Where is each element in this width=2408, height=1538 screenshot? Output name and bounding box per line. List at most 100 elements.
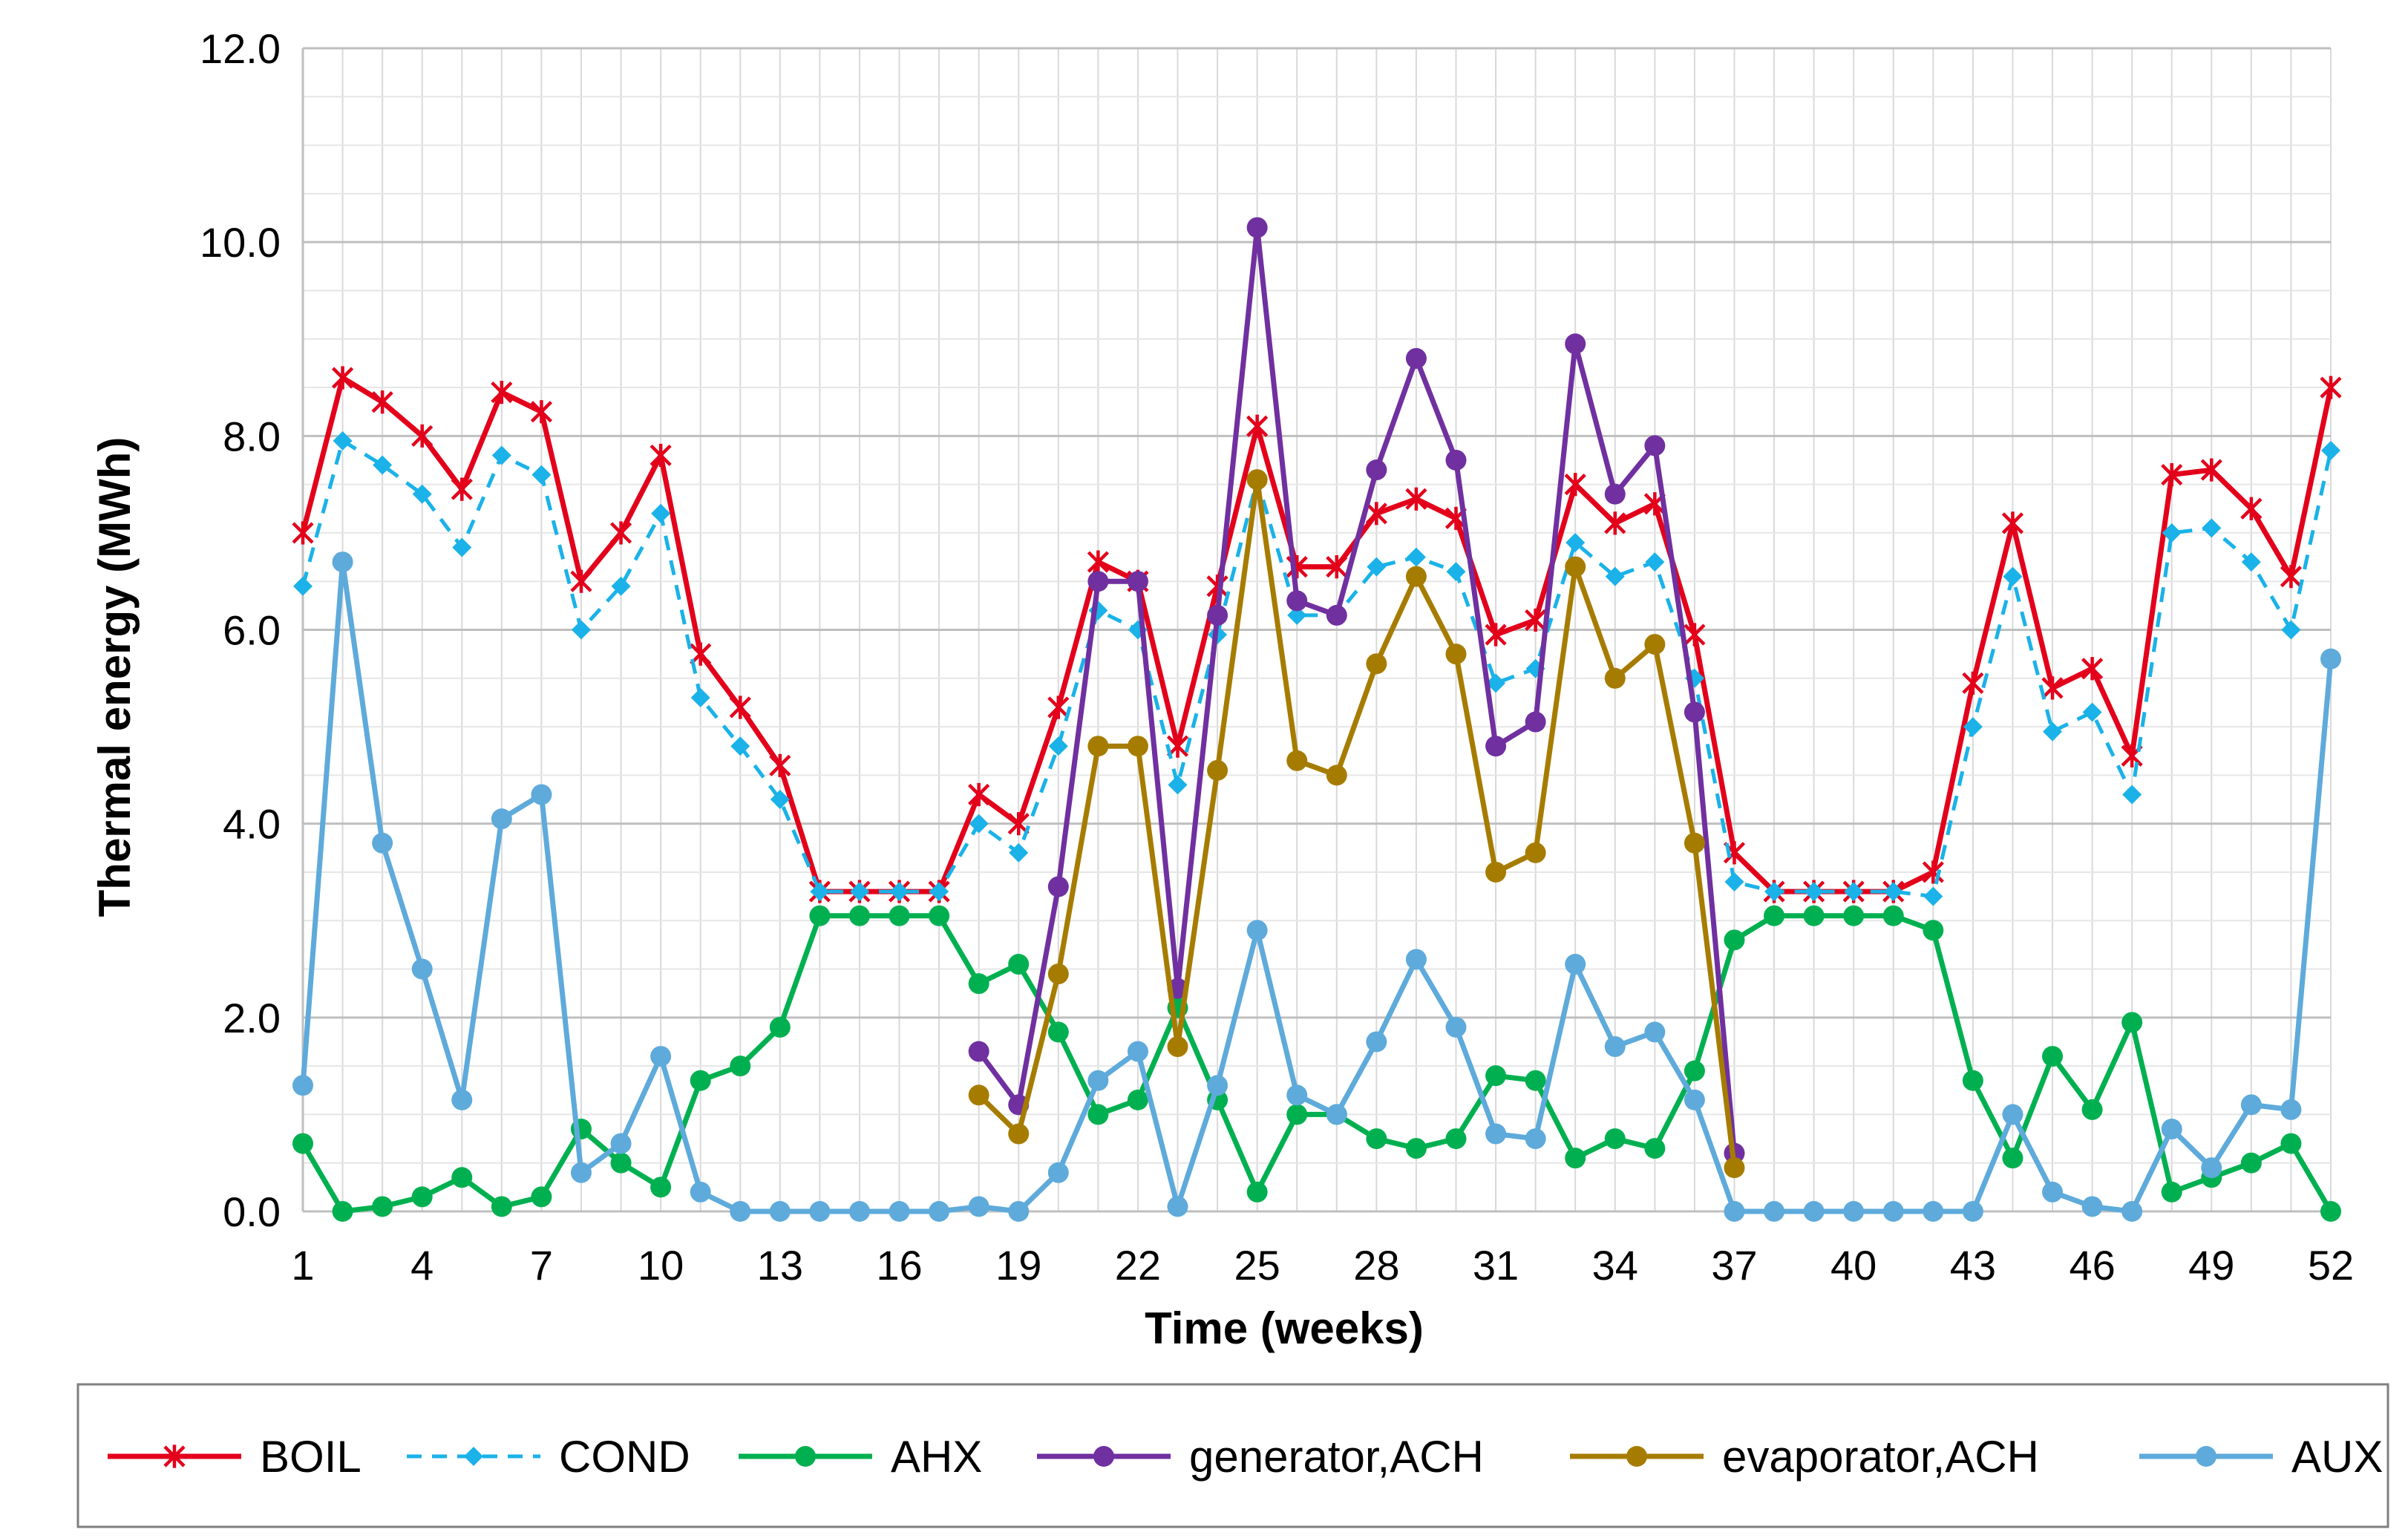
data-point-cond	[1923, 886, 1943, 906]
data-point-boil	[1365, 502, 1387, 526]
data-point-cond	[1804, 882, 1824, 902]
data-point-cond	[730, 736, 750, 756]
data-point-cond	[2082, 702, 2102, 722]
data-point-aux	[1008, 1201, 1030, 1222]
data-point-evaporator-ach	[1644, 634, 1666, 655]
data-point-boil	[1962, 671, 1984, 695]
data-point-aux	[2002, 1104, 2023, 1125]
data-point-aux	[372, 832, 393, 854]
data-point-cond	[2281, 620, 2301, 640]
axes	[301, 48, 2331, 1213]
data-point-generator-ach	[1604, 483, 1626, 505]
data-point-cond	[611, 576, 631, 596]
data-point-boil	[2161, 462, 2183, 487]
data-point-boil	[1922, 860, 1944, 884]
data-point-ahx	[1644, 1138, 1666, 1159]
data-point-cond	[770, 790, 790, 810]
data-point-cond	[1844, 882, 1864, 902]
data-point-aux	[2161, 1119, 2182, 1140]
data-point-ahx	[889, 905, 910, 926]
data-point-generator-ach	[1405, 347, 1427, 369]
x-tick-label: 31	[1473, 1242, 1519, 1289]
series-aux	[292, 552, 2341, 1222]
data-point-boil	[2280, 565, 2303, 589]
series-generator-ach	[968, 217, 1745, 1164]
x-tick-label: 28	[1353, 1242, 1399, 1289]
legend-item-evaporator-ach: evaporator,ACH	[1570, 1432, 2039, 1482]
data-point-boil	[968, 782, 990, 807]
data-point-evaporator-ach	[1326, 765, 1347, 786]
data-point-evaporator-ach	[1724, 1157, 1745, 1179]
x-tick-label: 40	[1830, 1242, 1877, 1289]
data-point-ahx	[1684, 1060, 1705, 1081]
data-point-aux	[1525, 1128, 1546, 1150]
x-tick-label: 1	[291, 1242, 314, 1289]
legend-marker	[163, 1444, 186, 1468]
data-point-aux	[1326, 1104, 1347, 1125]
data-point-aux	[968, 1196, 989, 1217]
data-point-ahx	[2081, 1099, 2103, 1120]
data-point-aux	[1724, 1201, 1745, 1222]
series-line-generator-ach	[976, 225, 1737, 1154]
x-tick-label: 4	[410, 1242, 433, 1289]
data-point-aux	[451, 1089, 473, 1110]
x-tick-label: 37	[1711, 1242, 1757, 1289]
legend-marker	[1093, 1446, 1114, 1467]
data-point-boil	[1047, 696, 1070, 719]
gridlines	[302, 47, 2332, 1213]
data-point-ahx	[848, 905, 870, 926]
data-point-ahx	[451, 1167, 473, 1188]
data-point-cond	[1764, 882, 1784, 902]
data-point-cond	[1883, 882, 1903, 902]
data-point-generator-ach	[1127, 571, 1148, 592]
x-tick-label: 13	[757, 1242, 803, 1289]
data-point-ahx	[1565, 1148, 1586, 1169]
data-point-ahx	[372, 1196, 393, 1217]
data-point-ahx	[1843, 905, 1865, 926]
data-point-aux	[1047, 1162, 1069, 1183]
data-point-boil	[2041, 676, 2064, 700]
series-layer	[292, 217, 2342, 1222]
series-boil	[292, 366, 2342, 903]
data-point-ahx	[1008, 954, 1030, 975]
data-point-generator-ach	[1246, 217, 1268, 238]
legend-label: COND	[559, 1432, 690, 1482]
y-tick-label: 4.0	[223, 801, 281, 848]
data-point-boil	[371, 390, 393, 414]
data-point-ahx	[650, 1177, 672, 1198]
data-point-aux	[809, 1201, 831, 1222]
data-point-ahx	[929, 905, 950, 926]
data-point-aux	[1366, 1031, 1387, 1053]
data-point-cond	[1168, 775, 1188, 795]
data-point-cond	[2122, 785, 2142, 805]
data-point-cond	[2003, 566, 2023, 586]
series-line-aux	[300, 559, 2334, 1214]
data-point-aux	[610, 1133, 632, 1154]
data-point-ahx	[2002, 1148, 2023, 1169]
data-point-boil	[769, 753, 791, 777]
data-point-ahx	[730, 1056, 751, 1077]
data-point-boil	[2001, 511, 2024, 535]
data-point-boil	[2200, 458, 2222, 482]
data-point-ahx	[292, 1133, 313, 1154]
data-point-aux	[491, 808, 512, 830]
data-point-aux	[650, 1046, 672, 1067]
data-point-cond	[1565, 532, 1586, 552]
data-point-cond	[1446, 562, 1466, 582]
data-point-ahx	[610, 1152, 632, 1174]
y-axis-title: Thermal energy (MWh)	[90, 437, 140, 917]
data-point-evaporator-ach	[1485, 861, 1507, 883]
x-tick-label: 22	[1115, 1242, 1161, 1289]
data-point-aux	[690, 1181, 711, 1202]
data-point-cond	[491, 445, 511, 465]
series-ahx	[292, 905, 2341, 1222]
data-point-generator-ach	[1565, 333, 1586, 355]
data-point-ahx	[1525, 1070, 1546, 1091]
data-point-aux	[570, 1162, 592, 1183]
data-point-cond	[531, 465, 552, 485]
data-point-aux	[2121, 1201, 2143, 1222]
data-point-aux	[2081, 1196, 2103, 1217]
data-point-boil	[609, 521, 632, 545]
data-point-cond	[1724, 872, 1744, 892]
data-point-ahx	[1286, 1104, 1308, 1125]
